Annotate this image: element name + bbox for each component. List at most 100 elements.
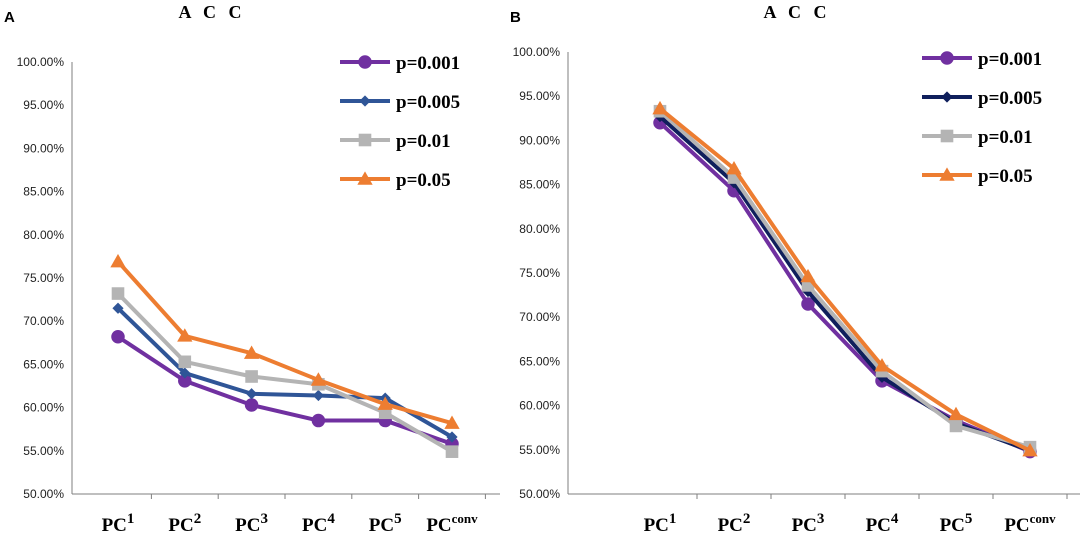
panel-a-data-point xyxy=(178,355,192,369)
panel-b-axes xyxy=(567,52,1080,499)
panel-a-data-point xyxy=(246,388,258,400)
panel-a-legend-label: p=0.001 xyxy=(396,53,460,74)
panel-a-data-point xyxy=(310,372,327,386)
panel-a-y-tick-label: 55.00% xyxy=(23,444,64,458)
panel-b-y-tick-label: 50.00% xyxy=(519,487,560,501)
panel-a-legend-label: p=0.05 xyxy=(396,170,451,191)
panel-b-y-tick-label: 85.00% xyxy=(519,178,560,192)
panel-a-x-tick-labels: PC1 PC2 PC3 PC4 PC5 PCconv xyxy=(102,511,479,536)
panel-a-series-p-0-05 xyxy=(110,253,460,429)
panel-b-legend-label: p=0.005 xyxy=(978,88,1042,109)
panel-b-x-tick-label: PC5 xyxy=(940,511,973,536)
panel-b-legend-marker xyxy=(941,91,953,103)
panel-b-title: A C C xyxy=(763,2,830,22)
panel-a-legend: p=0.001 p=0.005 p=0.01 p=0.05 xyxy=(340,53,460,191)
panel-a-y-tick-label: 65.00% xyxy=(23,357,64,371)
panel-b-series-group xyxy=(652,100,1038,459)
panel-a-data-point xyxy=(245,370,258,383)
panel-a-title: A C C xyxy=(178,2,245,22)
panel-a-data-point xyxy=(377,396,393,410)
panel-b-series-line xyxy=(658,121,1031,454)
panel-b-x-tick-label: PC1 xyxy=(644,511,677,536)
panel-b-legend-marker xyxy=(940,51,954,65)
panel-b-y-tick-label: 90.00% xyxy=(519,133,560,147)
panel-a-legend-item: p=0.005 xyxy=(340,92,460,113)
panel-a-series-line xyxy=(116,292,454,454)
panel-b-data-point xyxy=(801,297,815,311)
panel-b-legend-item: p=0.05 xyxy=(922,166,1033,187)
panel-a-legend-marker xyxy=(358,55,372,69)
panel-a-y-tick-label: 50.00% xyxy=(23,487,64,501)
panel-a-y-tick-label: 75.00% xyxy=(23,271,64,285)
panel-b-y-tick-label: 70.00% xyxy=(519,310,560,324)
panel-b-legend-item: p=0.001 xyxy=(922,49,1042,70)
panel-a-legend-marker xyxy=(358,133,372,147)
panel-b: B A C C 50.00% 55.00% 60.00% 65.00% 70.00% 75… xyxy=(510,2,1080,536)
panel-b-legend: p=0.001 p=0.005 p=0.01 p=0.05 xyxy=(922,49,1042,187)
panel-a-data-point xyxy=(243,345,260,359)
panel-b-y-tick-label: 100.00% xyxy=(513,45,561,59)
panel-b-y-tick-labels: 50.00% 55.00% 60.00% 65.00% 70.00% 75.00% 80.0… xyxy=(513,45,561,501)
panel-a-series-p-0-005 xyxy=(112,302,458,443)
panel-a-x-tick-label: PC3 xyxy=(235,511,268,536)
panel-a-x-tick-label: PC1 xyxy=(102,511,135,536)
panel-a-y-tick-label: 80.00% xyxy=(23,228,64,242)
panel-b-legend-label: p=0.01 xyxy=(978,127,1033,148)
panel-b-legend-marker xyxy=(940,129,954,143)
panel-b-legend-marker xyxy=(939,167,955,181)
panel-b-x-tick-label: PCconv xyxy=(1004,511,1056,536)
panel-a-series-p-0-001 xyxy=(111,330,459,451)
panel-b-data-point xyxy=(652,100,668,115)
panel-b-legend-label: p=0.001 xyxy=(978,49,1042,70)
panel-a-data-point xyxy=(111,330,125,344)
panel-b-y-tick-label: 55.00% xyxy=(519,443,560,457)
panel-a-y-tick-labels: 50.00% 55.00% 60.00% 65.00% 70.00% 75.00% 80.0… xyxy=(17,55,65,501)
panel-b-series-line xyxy=(658,115,1031,453)
panel-a-legend-marker xyxy=(359,95,371,107)
panel-b-legend-item: p=0.01 xyxy=(922,127,1033,148)
panel-a-x-tick-label: PC4 xyxy=(302,511,335,536)
panel-b-y-tick-label: 80.00% xyxy=(519,222,560,236)
panel-b-data-point xyxy=(874,358,890,372)
panel-b-x-tick-labels: PC1 PC2 PC3 PC4 PC5 PCconv xyxy=(644,511,1057,536)
panel-b-y-tick-label: 95.00% xyxy=(519,89,560,103)
panel-a-y-tick-label: 60.00% xyxy=(23,401,64,415)
panel-b-data-point xyxy=(726,161,742,175)
panel-b-series-p-0-005 xyxy=(654,110,1036,457)
panel-b-series-line xyxy=(658,107,1031,453)
panel-a-legend-label: p=0.005 xyxy=(396,92,460,113)
panel-a-series-group xyxy=(110,253,460,458)
panel-a-y-tick-label: 90.00% xyxy=(23,141,64,155)
panel-a-data-point xyxy=(312,389,324,402)
panel-a-x-tick-label: PCconv xyxy=(426,511,478,536)
panel-a-y-tick-label: 95.00% xyxy=(23,98,64,112)
panel-a-label: A xyxy=(4,9,15,26)
panel-b-y-tick-label: 60.00% xyxy=(519,399,560,413)
panel-a-data-point xyxy=(444,415,460,429)
panel-b-label: B xyxy=(510,9,521,26)
panel-b-x-tick-label: PC3 xyxy=(792,511,825,536)
panel-a-data-point xyxy=(244,398,259,412)
panel-a-series-p-0-01 xyxy=(111,287,459,458)
panel-a-y-tick-label: 100.00% xyxy=(17,55,65,69)
panel-b-y-tick-label: 75.00% xyxy=(519,266,560,280)
panel-a-x-tick-label: PC2 xyxy=(168,511,201,536)
panel-b-series-p-0-05 xyxy=(652,100,1038,457)
panel-b-series-p-0-01 xyxy=(653,104,1037,454)
panel-a-data-point xyxy=(177,328,193,342)
panel-b-x-tick-label: PC2 xyxy=(718,511,751,536)
panel-a: A A C C 50.00% 55.00% 60.00% 65.00% 70.00% 75… xyxy=(4,2,500,536)
panel-b-data-point xyxy=(948,406,964,421)
panel-a-legend-item: p=0.01 xyxy=(340,131,451,152)
panel-b-data-point xyxy=(800,268,816,283)
panel-a-data-point xyxy=(178,374,192,388)
panel-a-data-point xyxy=(110,253,126,268)
panel-b-data-point xyxy=(1022,443,1038,457)
panel-a-legend-marker xyxy=(357,171,373,185)
panel-b-x-tick-label: PC4 xyxy=(866,511,899,536)
panel-b-series-line xyxy=(658,109,1031,450)
panel-a-data-point xyxy=(445,445,459,458)
panel-a-series-line xyxy=(116,260,453,426)
panel-a-legend-item: p=0.001 xyxy=(340,53,460,74)
